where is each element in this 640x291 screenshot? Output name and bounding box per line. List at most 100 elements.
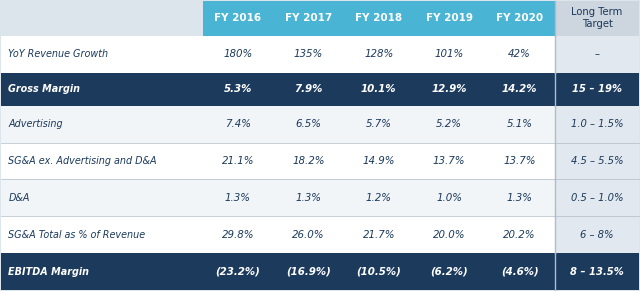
Bar [414, 217, 484, 253]
Text: (16.9%): (16.9%) [286, 267, 331, 277]
Bar [202, 253, 273, 290]
Text: 12.9%: 12.9% [431, 84, 467, 94]
Bar [414, 180, 484, 217]
Bar [202, 143, 273, 180]
Text: 42%: 42% [508, 49, 531, 59]
Text: 5.2%: 5.2% [436, 119, 462, 129]
Bar [555, 73, 639, 106]
Text: 5.3%: 5.3% [223, 84, 252, 94]
Bar [1, 217, 202, 253]
Bar [344, 106, 414, 143]
Text: (10.5%): (10.5%) [356, 267, 401, 277]
Text: 135%: 135% [294, 49, 323, 59]
Text: 21.7%: 21.7% [362, 230, 395, 240]
Text: 18.2%: 18.2% [292, 156, 324, 166]
Bar [555, 180, 639, 217]
Bar [414, 143, 484, 180]
Bar [202, 180, 273, 217]
Bar [344, 253, 414, 290]
Bar [414, 36, 484, 73]
Text: 29.8%: 29.8% [221, 230, 254, 240]
Text: 6.5%: 6.5% [295, 119, 321, 129]
Text: (4.6%): (4.6%) [501, 267, 538, 277]
Bar [484, 1, 555, 36]
Bar [1, 36, 202, 73]
Bar [273, 1, 344, 36]
Text: FY 2016: FY 2016 [214, 13, 261, 23]
Text: EBITDA Margin: EBITDA Margin [8, 267, 90, 277]
Bar [1, 143, 202, 180]
Bar [414, 106, 484, 143]
Bar [555, 106, 639, 143]
Bar [484, 217, 555, 253]
Bar [273, 106, 344, 143]
Text: FY 2017: FY 2017 [285, 13, 332, 23]
Text: 8 – 13.5%: 8 – 13.5% [570, 267, 624, 277]
Bar [414, 253, 484, 290]
Text: Long Term
Target: Long Term Target [572, 8, 623, 29]
Bar [344, 36, 414, 73]
Text: SG&A Total as % of Revenue: SG&A Total as % of Revenue [8, 230, 145, 240]
Bar [414, 73, 484, 106]
Text: 0.5 – 1.0%: 0.5 – 1.0% [571, 193, 623, 203]
Bar [555, 1, 639, 36]
Bar [344, 217, 414, 253]
Text: SG&A ex. Advertising and D&A: SG&A ex. Advertising and D&A [8, 156, 157, 166]
Bar [202, 73, 273, 106]
Bar [1, 180, 202, 217]
Bar [555, 143, 639, 180]
Bar [273, 217, 344, 253]
Bar [202, 217, 273, 253]
Text: 15 – 19%: 15 – 19% [572, 84, 622, 94]
Text: 1.2%: 1.2% [365, 193, 392, 203]
Text: 26.0%: 26.0% [292, 230, 324, 240]
Bar [1, 73, 202, 106]
Bar [273, 36, 344, 73]
Bar [273, 253, 344, 290]
Bar [344, 73, 414, 106]
Text: 7.9%: 7.9% [294, 84, 323, 94]
Text: 1.0 – 1.5%: 1.0 – 1.5% [571, 119, 623, 129]
Text: 1.3%: 1.3% [295, 193, 321, 203]
Text: (6.2%): (6.2%) [430, 267, 468, 277]
Text: 4.5 – 5.5%: 4.5 – 5.5% [571, 156, 623, 166]
Bar [202, 106, 273, 143]
Bar [1, 106, 202, 143]
Text: 1.0%: 1.0% [436, 193, 462, 203]
Bar [484, 143, 555, 180]
Bar [555, 253, 639, 290]
Text: 1.3%: 1.3% [507, 193, 532, 203]
Bar [484, 180, 555, 217]
Text: 14.2%: 14.2% [502, 84, 538, 94]
Text: FY 2019: FY 2019 [426, 13, 473, 23]
Bar [273, 73, 344, 106]
Bar [414, 1, 484, 36]
Bar [273, 180, 344, 217]
Bar [202, 36, 273, 73]
Text: 13.7%: 13.7% [504, 156, 536, 166]
Text: FY 2020: FY 2020 [496, 13, 543, 23]
Text: YoY Revenue Growth: YoY Revenue Growth [8, 49, 109, 59]
Text: 10.1%: 10.1% [361, 84, 396, 94]
Text: 7.4%: 7.4% [225, 119, 251, 129]
Bar [344, 180, 414, 217]
Text: 13.7%: 13.7% [433, 156, 465, 166]
Bar [1, 253, 202, 290]
Bar [484, 73, 555, 106]
Text: 128%: 128% [364, 49, 394, 59]
Text: 20.0%: 20.0% [433, 230, 465, 240]
Bar [1, 1, 202, 36]
Text: (23.2%): (23.2%) [216, 267, 260, 277]
Text: 14.9%: 14.9% [362, 156, 395, 166]
Text: –: – [595, 49, 600, 59]
Text: 21.1%: 21.1% [221, 156, 254, 166]
Text: 20.2%: 20.2% [504, 230, 536, 240]
Bar [344, 143, 414, 180]
Text: Gross Margin: Gross Margin [8, 84, 81, 94]
Text: Advertising: Advertising [8, 119, 63, 129]
Bar [555, 36, 639, 73]
Bar [484, 36, 555, 73]
Bar [202, 1, 273, 36]
Bar [344, 1, 414, 36]
Text: 6 – 8%: 6 – 8% [580, 230, 614, 240]
